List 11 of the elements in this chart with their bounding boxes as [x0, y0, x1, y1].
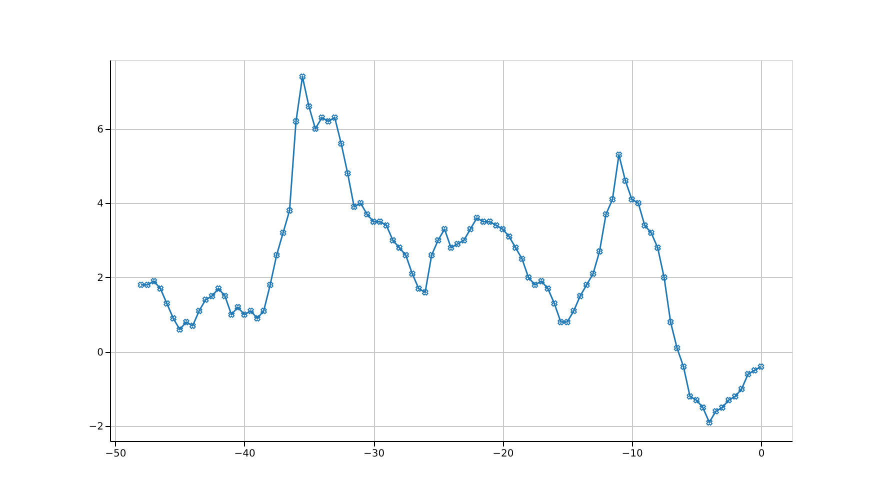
x-tick-label: −30 — [363, 448, 385, 460]
y-tick-label: −2 — [88, 422, 104, 433]
y-tick-label: 0 — [97, 347, 104, 358]
y-tick-label: 4 — [97, 198, 104, 210]
y-tick-label: 2 — [97, 272, 104, 284]
x-tick-label: 0 — [758, 448, 765, 460]
x-tick-label: −20 — [492, 448, 514, 460]
x-tick-label: −50 — [105, 448, 126, 460]
x-tick-label: −10 — [622, 448, 643, 460]
y-tick-label: 6 — [97, 124, 104, 136]
x-tick-label: −40 — [234, 448, 256, 460]
